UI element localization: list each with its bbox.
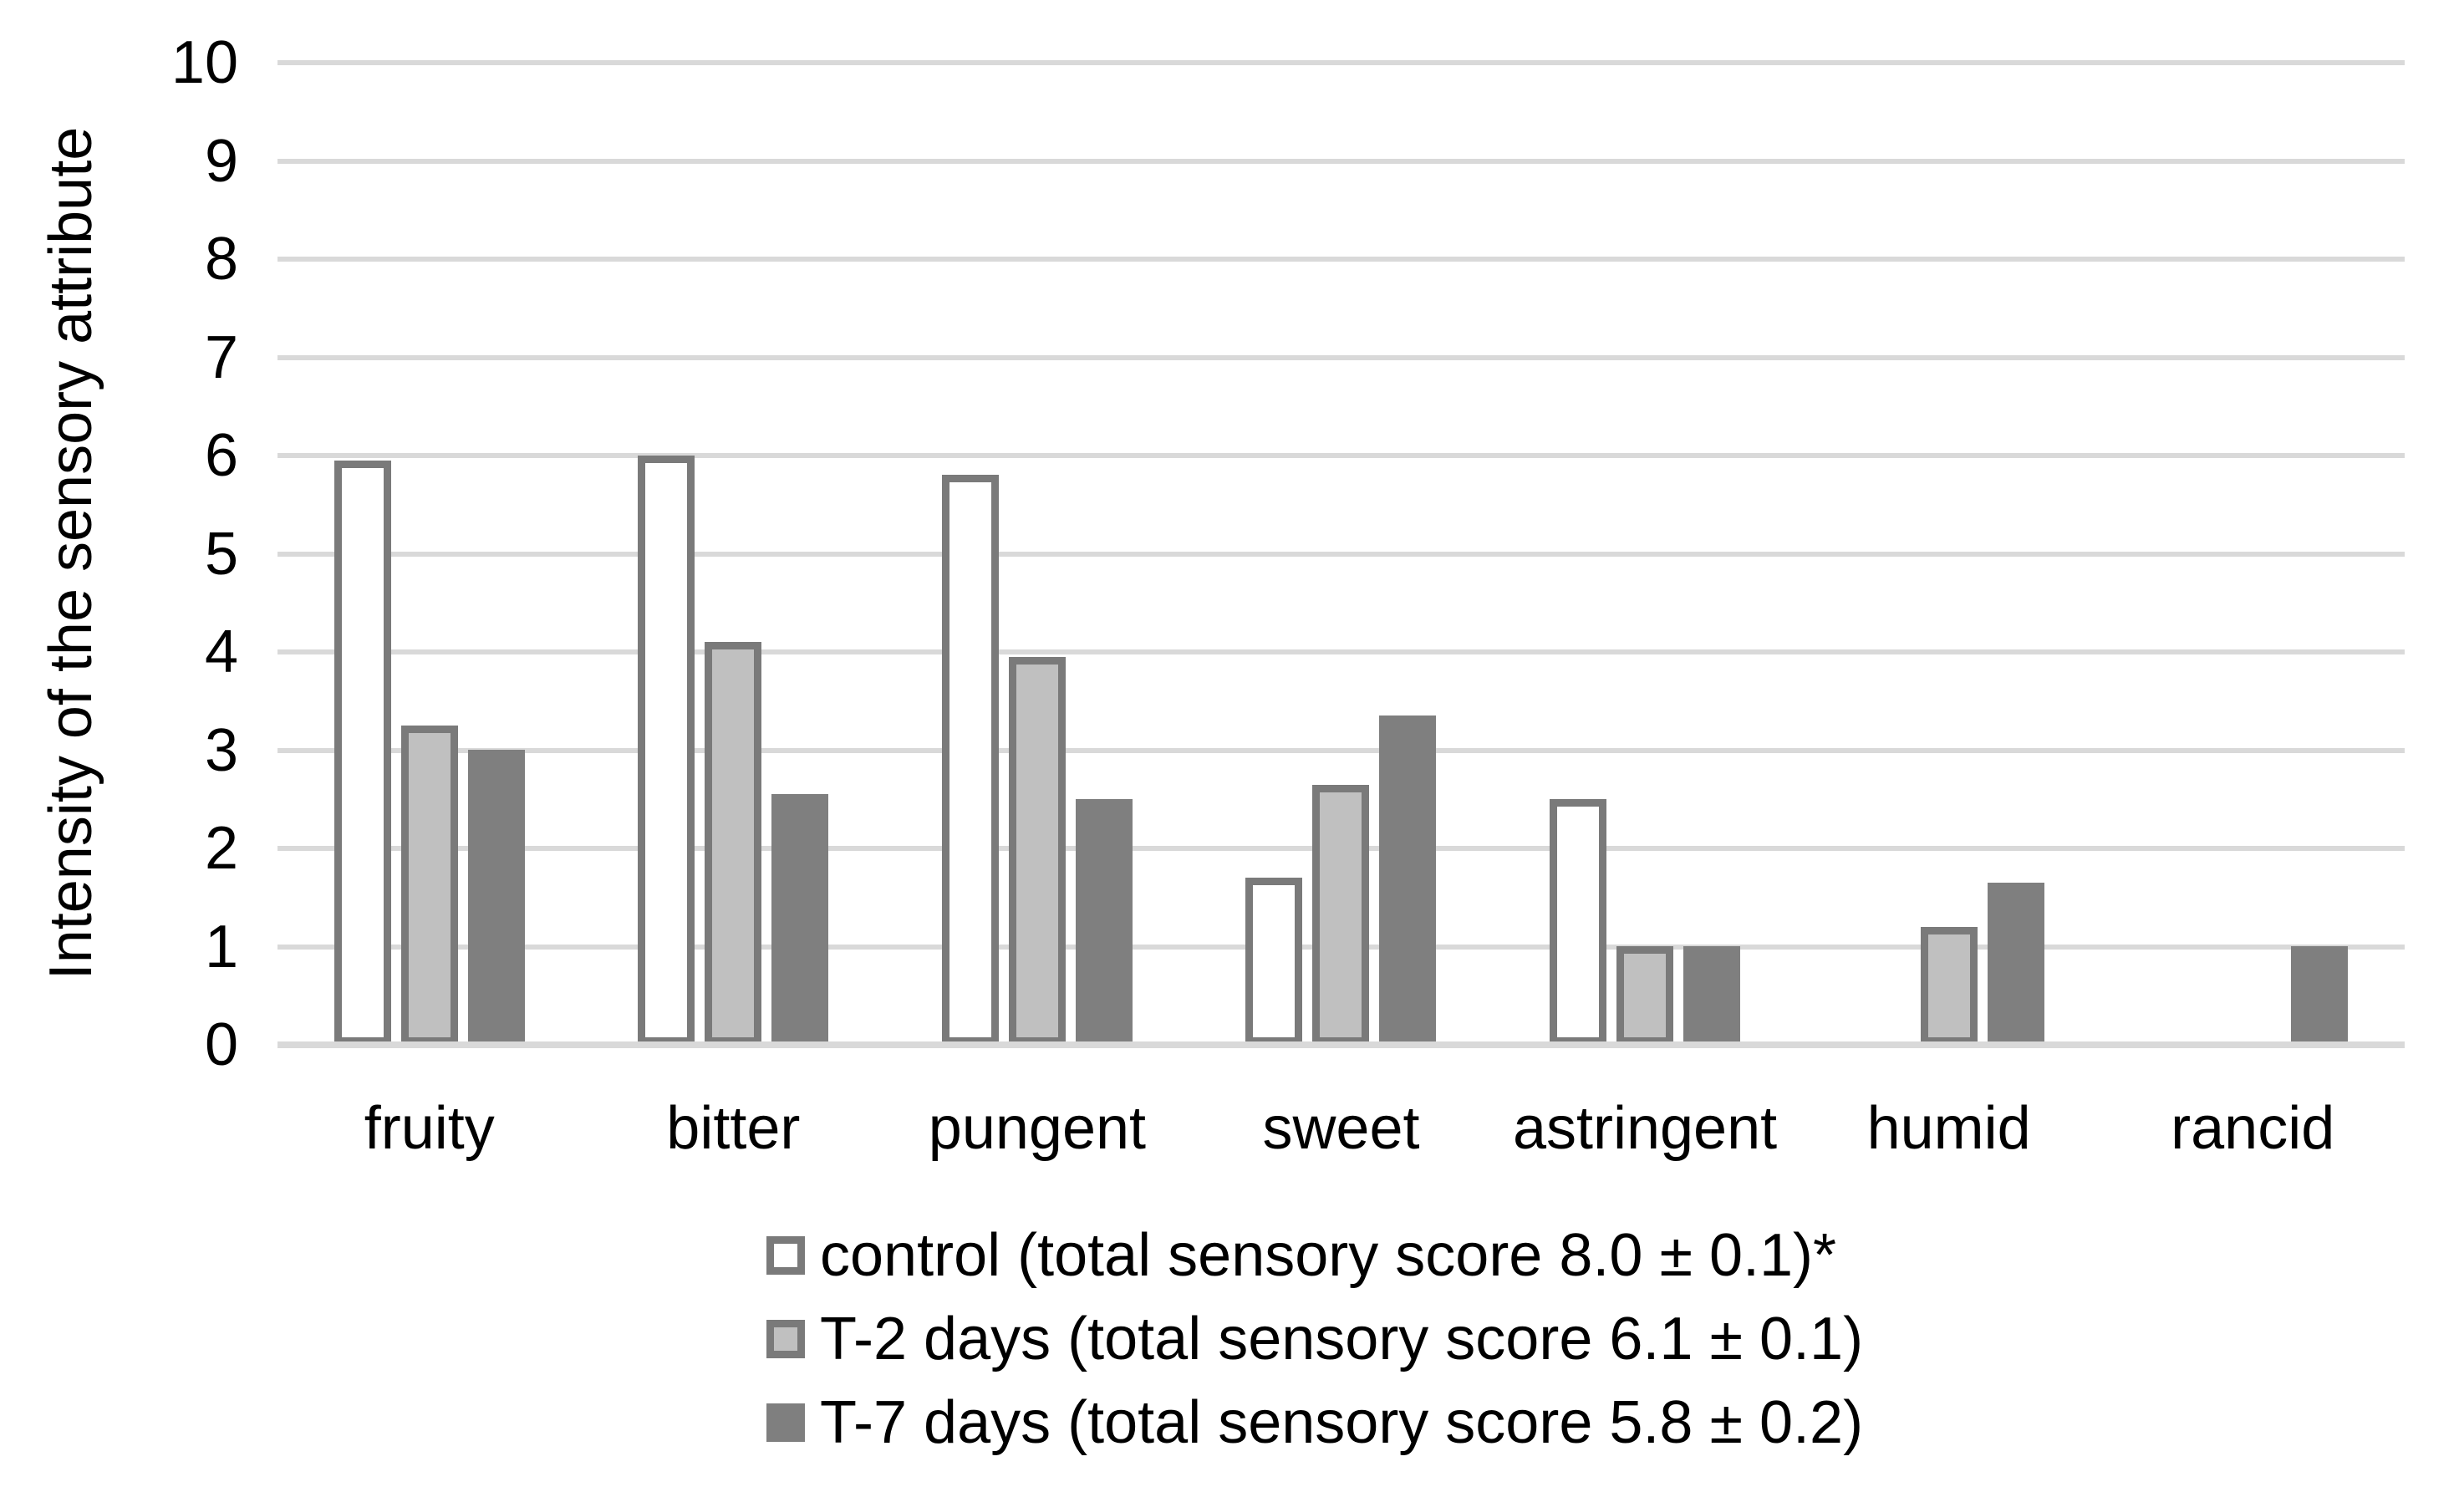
bar-group-humid [1797, 63, 2101, 1045]
bar-series2-pungent [1008, 657, 1066, 1045]
gridline-y7 [277, 354, 2405, 360]
legend-label-series2: T-2 days (total sensory score 6.1 ± 0.1) [820, 1306, 1864, 1372]
bar-group-astringent [1493, 63, 1797, 1045]
bar-series3-bitter [771, 794, 829, 1045]
y-tick-1: 1 [204, 913, 238, 980]
x-label-humid: humid [1866, 1094, 2031, 1162]
y-tick-4: 4 [204, 619, 238, 685]
gridline-y3 [277, 747, 2405, 753]
bar-group-sweet [1189, 63, 1494, 1045]
bar-series1-astringent [1550, 799, 1607, 1045]
y-tick-7: 7 [204, 323, 238, 391]
bar-series3-fruity [467, 750, 525, 1045]
y-tick-0: 0 [204, 1011, 238, 1078]
gridline-y6 [277, 453, 2405, 458]
legend: control (total sensory score 8.0 ± 0.1)*… [766, 1214, 1863, 1464]
bar-series3-sweet [1379, 715, 1437, 1045]
y-tick-6: 6 [204, 422, 238, 489]
gridline-y5 [277, 551, 2405, 557]
x-label-sweet: sweet [1262, 1094, 1420, 1162]
bar-group-pungent [885, 63, 1189, 1045]
x-label-astringent: astringent [1512, 1094, 1778, 1162]
x-axis-line [277, 1041, 2405, 1048]
legend-swatch-series2 [766, 1320, 805, 1358]
x-label-bitter: bitter [666, 1094, 801, 1162]
bar-group-fruity [277, 63, 582, 1045]
x-label-pungent: pungent [928, 1094, 1147, 1162]
bar-series2-humid [1920, 927, 1978, 1045]
bar-series1-pungent [941, 475, 999, 1045]
y-tick-10: 10 [171, 29, 238, 96]
legend-swatch-series1 [766, 1236, 805, 1275]
y-tick-2: 2 [204, 815, 238, 882]
bar-group-bitter [582, 63, 886, 1045]
legend-label-series1: control (total sensory score 8.0 ± 0.1)* [820, 1222, 1837, 1289]
gridline-y9 [277, 158, 2405, 164]
gridline-y8 [277, 257, 2405, 262]
legend-item-series3: T-7 days (total sensory score 5.8 ± 0.2) [766, 1381, 1863, 1464]
bar-series1-bitter [638, 456, 695, 1045]
bar-series3-pungent [1075, 799, 1133, 1045]
y-tick-9: 9 [204, 127, 238, 195]
y-tick-5: 5 [204, 520, 238, 588]
legend-item-series1: control (total sensory score 8.0 ± 0.1)* [766, 1214, 1863, 1297]
bar-series2-fruity [400, 726, 458, 1045]
x-label-rancid: rancid [2171, 1094, 2335, 1162]
plot-area [277, 60, 2405, 1048]
gridline-y4 [277, 649, 2405, 654]
bar-group-rancid [2100, 63, 2405, 1045]
bar-series2-sweet [1312, 785, 1370, 1045]
bar-series3-humid [1987, 883, 2044, 1045]
bar-series3-astringent [1683, 946, 1741, 1045]
gridline-y10 [277, 60, 2405, 65]
legend-item-series2: T-2 days (total sensory score 6.1 ± 0.1) [766, 1297, 1863, 1381]
y-tick-8: 8 [204, 226, 238, 293]
legend-swatch-series3 [766, 1403, 805, 1442]
bar-series1-fruity [333, 461, 391, 1045]
bar-series3-rancid [2291, 946, 2349, 1045]
y-tick-3: 3 [204, 716, 238, 784]
bar-series2-astringent [1616, 946, 1674, 1045]
x-label-fruity: fruity [364, 1094, 495, 1162]
legend-label-series3: T-7 days (total sensory score 5.8 ± 0.2) [820, 1389, 1864, 1456]
bar-series2-bitter [705, 642, 762, 1045]
bar-series1-sweet [1245, 878, 1303, 1045]
